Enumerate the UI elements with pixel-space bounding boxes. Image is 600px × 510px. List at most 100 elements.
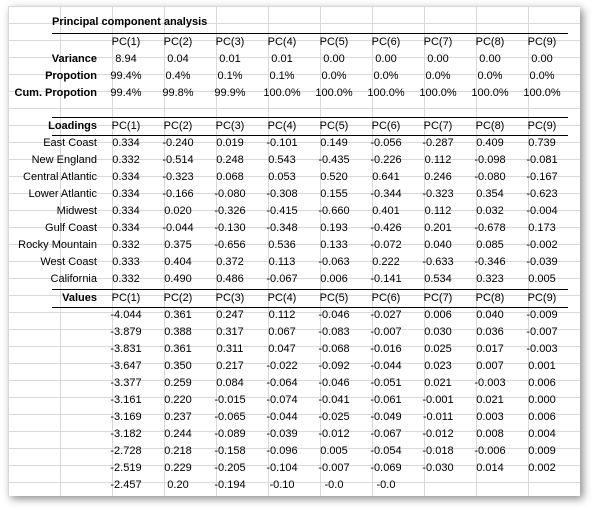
table-cell[interactable]: 0.0%: [529, 70, 555, 82]
table-cell[interactable]: -0.346: [474, 256, 506, 268]
table-cell[interactable]: -0.194: [214, 479, 246, 491]
row-label[interactable]: Central Atlantic: [23, 171, 97, 183]
table-cell[interactable]: 0.543: [268, 154, 296, 166]
row-label[interactable]: [8, 358, 100, 375]
table-cell[interactable]: -0.003: [526, 343, 558, 355]
table-cell[interactable]: -0.080: [214, 188, 246, 200]
table-cell[interactable]: 0.133: [320, 239, 348, 251]
table-cell[interactable]: 0.375: [164, 239, 192, 251]
column-header[interactable]: PC(3): [215, 120, 245, 132]
table-cell[interactable]: 0.244: [164, 428, 192, 440]
table-cell[interactable]: 0.333: [112, 256, 140, 268]
table-cell[interactable]: -2.728: [110, 445, 142, 457]
table-cell[interactable]: 100.0%: [263, 87, 301, 99]
table-cell[interactable]: 0.1%: [269, 70, 295, 82]
table-cell[interactable]: 0.00: [479, 53, 501, 65]
table-cell[interactable]: -0.003: [474, 377, 506, 389]
table-cell[interactable]: -0.046: [318, 377, 350, 389]
table-cell[interactable]: 0.00: [531, 53, 553, 65]
table-cell[interactable]: -0.167: [526, 171, 558, 183]
table-cell[interactable]: 0.006: [528, 377, 556, 389]
table-cell[interactable]: 0.113: [268, 256, 296, 268]
column-header[interactable]: PC(4): [267, 120, 297, 132]
table-cell[interactable]: 8.94: [115, 53, 137, 65]
table-cell[interactable]: -0.323: [422, 188, 454, 200]
table-cell[interactable]: -2.457: [110, 479, 142, 491]
table-cell[interactable]: -0.348: [266, 222, 298, 234]
row-label[interactable]: [8, 392, 100, 409]
column-header[interactable]: PC(2): [163, 36, 193, 48]
table-cell[interactable]: 0.259: [164, 377, 192, 389]
table-cell[interactable]: 0.021: [424, 377, 452, 389]
table-cell[interactable]: -3.182: [110, 428, 142, 440]
table-cell[interactable]: 0.217: [216, 360, 244, 372]
column-header[interactable]: PC(6): [371, 292, 401, 304]
table-cell[interactable]: 0.311: [216, 343, 244, 355]
table-cell[interactable]: 0.00: [375, 53, 397, 65]
column-header[interactable]: PC(5): [319, 292, 349, 304]
table-cell[interactable]: -0.061: [370, 394, 402, 406]
table-cell[interactable]: 0.005: [528, 273, 556, 285]
table-cell[interactable]: 0.003: [476, 411, 504, 423]
table-cell[interactable]: 0.520: [320, 171, 348, 183]
table-cell[interactable]: -0.633: [422, 256, 454, 268]
table-cell[interactable]: -0.074: [266, 394, 298, 406]
table-cell[interactable]: 0.004: [528, 428, 556, 440]
row-label[interactable]: Variance: [51, 53, 97, 65]
table-cell[interactable]: 0.085: [476, 239, 504, 251]
table-cell[interactable]: 0.332: [112, 239, 140, 251]
table-cell[interactable]: 0.112: [424, 154, 452, 166]
table-cell[interactable]: 0.193: [320, 222, 348, 234]
table-cell[interactable]: 0.354: [476, 188, 504, 200]
row-label[interactable]: West Coast: [40, 256, 97, 268]
row-label[interactable]: Lower Atlantic: [28, 188, 97, 200]
table-cell[interactable]: 0.247: [216, 309, 244, 321]
table-cell[interactable]: 0.009: [528, 445, 556, 457]
column-header[interactable]: PC(6): [371, 36, 401, 48]
table-cell[interactable]: 0.534: [424, 273, 452, 285]
table-cell[interactable]: -0.101: [266, 137, 298, 149]
table-cell[interactable]: 0.007: [476, 360, 504, 372]
table-cell[interactable]: 0.032: [476, 205, 504, 217]
table-cell[interactable]: -0.030: [422, 462, 454, 474]
row-label[interactable]: Gulf Coast: [45, 222, 97, 234]
table-cell[interactable]: 0.334: [112, 205, 140, 217]
table-cell[interactable]: -0.10: [269, 479, 295, 491]
table-cell[interactable]: -0.0: [324, 479, 344, 491]
table-cell[interactable]: -0.067: [370, 428, 402, 440]
row-label[interactable]: Propotion: [45, 70, 97, 82]
table-cell[interactable]: 0.006: [424, 309, 452, 321]
table-cell[interactable]: 0.739: [528, 137, 556, 149]
row-label[interactable]: [8, 477, 100, 494]
table-cell[interactable]: -0.308: [266, 188, 298, 200]
table-cell[interactable]: 0.047: [268, 343, 296, 355]
table-cell[interactable]: 0.020: [164, 205, 192, 217]
table-cell[interactable]: 0.025: [424, 343, 452, 355]
table-cell[interactable]: 0.536: [268, 239, 296, 251]
table-cell[interactable]: -0.080: [474, 171, 506, 183]
table-cell[interactable]: -0.656: [214, 239, 246, 251]
table-cell[interactable]: -0.004: [526, 205, 558, 217]
table-cell[interactable]: -0.158: [214, 445, 246, 457]
table-cell[interactable]: 0.173: [528, 222, 556, 234]
row-label[interactable]: [8, 426, 100, 443]
table-cell[interactable]: 99.4%: [110, 70, 142, 82]
table-cell[interactable]: 0.006: [528, 411, 556, 423]
table-cell[interactable]: -3.879: [110, 326, 142, 338]
column-header[interactable]: PC(5): [319, 120, 349, 132]
table-cell[interactable]: 0.372: [216, 256, 244, 268]
table-cell[interactable]: -0.007: [318, 462, 350, 474]
table-cell[interactable]: -0.415: [266, 205, 298, 217]
table-cell[interactable]: 0.005: [320, 445, 348, 457]
column-header[interactable]: PC(2): [163, 292, 193, 304]
column-header[interactable]: PC(9): [527, 292, 557, 304]
table-cell[interactable]: -3.647: [110, 360, 142, 372]
table-cell[interactable]: 0.350: [164, 360, 192, 372]
table-cell[interactable]: 0.218: [164, 445, 192, 457]
table-cell[interactable]: 0.317: [216, 326, 244, 338]
table-cell[interactable]: 99.8%: [162, 87, 194, 99]
table-cell[interactable]: 99.9%: [214, 87, 246, 99]
table-cell[interactable]: -0.044: [370, 360, 402, 372]
row-label[interactable]: New England: [31, 154, 97, 166]
table-cell[interactable]: -0.104: [266, 462, 298, 474]
